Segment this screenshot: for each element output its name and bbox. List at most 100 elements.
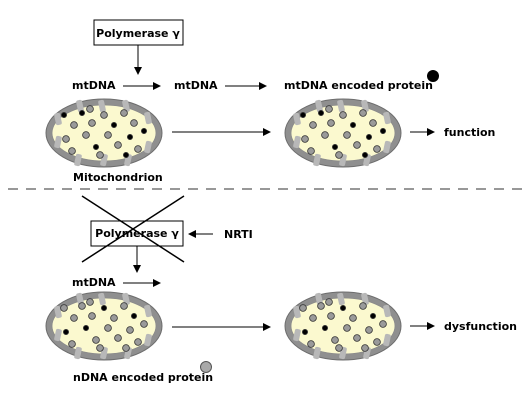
crista [361,292,369,306]
crista [74,346,82,360]
ndna-protein-particle [359,109,367,117]
mtdna-protein-particle [321,325,328,331]
crista [98,292,106,306]
ndna-protein-particle [134,145,142,153]
ndna-protein-particle [349,314,357,322]
crista [54,305,62,319]
mtdna-protein-particle [340,304,346,311]
ndna-protein-particle [86,105,94,113]
mtdna-protein-particle [61,111,68,118]
bottom-panel: Polymerase γ NRTI mtDNA dysfunction nDNA… [45,195,517,384]
mtdna-protein-particle [82,325,89,331]
crista [293,135,301,149]
ndna-protein-particle [104,131,112,139]
ndna-protein-particle [299,304,307,312]
crista [315,292,323,306]
ndna-protein-particle [307,147,315,155]
nrti-label: NRTI [224,228,253,241]
mtdna-protein-dot [427,70,439,82]
ndna-protein-particle [140,320,148,328]
ndna-protein-particle [325,298,333,306]
polymerase-label-top: Polymerase γ [96,27,180,40]
crista [383,111,391,125]
mtdna-protein-particle [369,312,376,319]
ndna-protein-particle [68,340,76,348]
ndna-protein-particle [309,314,317,322]
mtdna-label-top-1: mtDNA [72,79,116,92]
mtdna-protein-particle [302,329,309,335]
ndna-protein-particle [110,314,118,322]
top-panel: Polymerase γ mtDNA mtDNA mtDNA encoded p… [45,19,495,184]
mtdna-protein-particle [101,304,107,311]
mtdna-protein-particle [126,134,133,140]
ndna-protein-particle [70,121,78,129]
ndna-protein-particle [309,121,317,129]
mitochondrion-top-right [284,98,402,168]
crista [144,111,152,125]
ndna-protein-particle [361,344,369,352]
mtdna-protein-particle [331,143,338,150]
ndna-protein-particle [327,312,335,320]
ndna-protein-particle [70,314,78,322]
ndna-protein-particle [339,111,347,119]
mtdna-protein-particle [130,312,137,319]
ndna-protein-particle [130,119,138,127]
ndna-protein-particle [335,344,343,352]
ndna-protein-particle [373,338,381,346]
mtdna-protein-particle [111,121,117,128]
crista [144,140,152,154]
mitochondrion-bottom-left [45,291,163,361]
ndna-protein-particle [96,151,104,159]
ndna-protein-particle [134,338,142,346]
crista [383,304,391,318]
ndna-protein-particle [114,141,122,149]
crista [361,99,369,113]
crista [293,112,301,126]
crista [122,99,130,113]
crista [337,99,345,113]
mtdna-protein-particle [317,109,324,116]
crista [144,304,152,318]
crista [383,140,391,154]
mtdna-label-top-2: mtDNA [174,79,218,92]
ndna-protein-particle [120,109,128,117]
crista [76,99,84,113]
mtdna-protein-particle [365,134,372,140]
crista [293,305,301,319]
ndna-protein-particle [78,302,86,310]
crista [337,292,345,306]
mtdna-protein-particle [63,329,70,335]
ndna-protein-particle [96,344,104,352]
mitochondrion-top-left [45,98,163,168]
crista [313,346,321,360]
polymerase-label-bottom: Polymerase γ [95,227,179,240]
ndna-protein-particle [365,326,373,334]
mtdna-label-bottom: mtDNA [72,276,116,289]
mtdna-protein-particle [300,111,307,118]
ndna-protein-particle [359,302,367,310]
ndna-protein-particle [62,135,70,143]
mtdna-protein-particle [350,121,356,128]
polymerase-box-top [93,19,184,46]
crista [315,99,323,113]
ndna-protein-particle [321,131,329,139]
ndna-protein-particle [317,302,325,310]
crista [144,333,152,347]
mtdna-protein-particle [92,143,99,150]
ndna-protein-particle [301,135,309,143]
mtdna-protein-label: mtDNA encoded protein [284,79,433,92]
mtdna-protein-particle [361,151,368,158]
crista [98,99,106,113]
dysfunction-label: dysfunction [444,320,517,333]
ndna-protein-particle [343,131,351,139]
ndna-protein-particle [82,131,90,139]
crista [54,135,62,149]
ndna-protein-dot [200,361,212,373]
crista [383,333,391,347]
ndna-protein-particle [104,324,112,332]
inhibition-cross-line-2 [81,195,185,263]
ndna-protein-particle [122,344,130,352]
mitochondrion-label: Mitochondrion [73,171,163,184]
ndna-protein-particle [331,336,339,344]
